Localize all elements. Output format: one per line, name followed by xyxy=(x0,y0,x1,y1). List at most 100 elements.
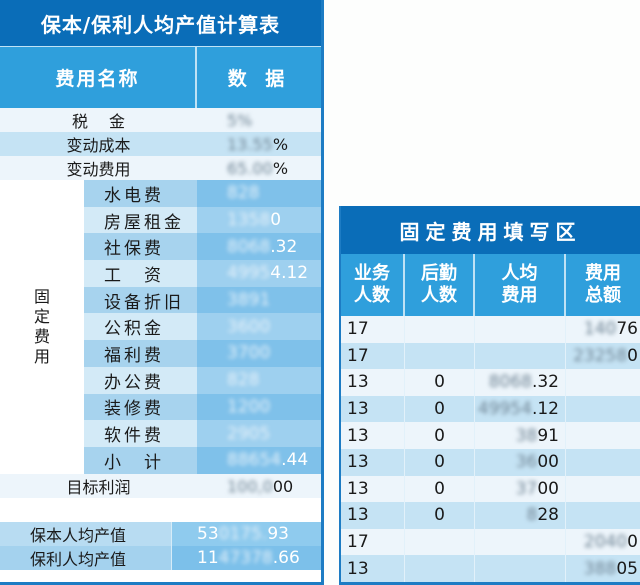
per-capita-cost-cell[interactable] xyxy=(475,316,566,343)
sales-staff-cell[interactable]: 13 xyxy=(341,475,405,503)
table-row: 13 388 05 xyxy=(341,555,640,582)
fixed-row-subtotal: 小 计 88654.44 xyxy=(84,446,321,474)
fixed-value[interactable]: 3700 xyxy=(197,340,321,367)
per-capita-cost-cell[interactable] xyxy=(475,555,566,582)
fixed-value[interactable]: 828 xyxy=(197,366,321,394)
table-row: 13 0 8 28 xyxy=(341,502,640,529)
total-cost-cell[interactable]: 140 76 xyxy=(583,319,638,340)
row-target-profit: 目标利润 100,000 xyxy=(0,474,321,498)
row-label: 税 金 xyxy=(71,112,126,131)
header-expense-name: 费用名称 xyxy=(0,47,197,108)
fixed-row-utilities: 水电费 828 xyxy=(84,180,321,207)
total-cost-cell[interactable] xyxy=(566,502,640,529)
per-capita-cost-cell[interactable] xyxy=(475,342,566,370)
table-row: 13 0 8068.32 xyxy=(341,369,640,396)
fixed-value[interactable]: 1358 0 xyxy=(197,206,321,234)
logistics-staff-cell[interactable]: 0 xyxy=(405,395,475,423)
logistics-staff-cell[interactable] xyxy=(405,342,475,370)
total-cost-cell[interactable] xyxy=(566,422,640,449)
row-profit-per-capita: 保利人均产值 11 47378.66 xyxy=(0,546,321,570)
table-row: 13 0 36 00 xyxy=(341,448,640,476)
row-value[interactable]: 13.55% xyxy=(227,134,289,154)
logistics-staff-cell[interactable]: 0 xyxy=(405,448,475,476)
fixed-subtotal-value: 88654.44 xyxy=(197,446,321,474)
fixed-row-renovation: 装修费 1200 xyxy=(84,393,321,421)
logistics-staff-cell[interactable]: 0 xyxy=(405,369,475,396)
fixed-value[interactable]: 8068.32 xyxy=(197,233,321,261)
header-logistics-staff: 后勤 人数 xyxy=(405,254,475,316)
fixed-value[interactable]: 3600 xyxy=(197,313,321,341)
row-breakeven-per-capita: 保本人均产值 53 0175. 93 xyxy=(0,522,321,546)
table-title: 固定费用填写区 xyxy=(341,206,640,254)
sales-staff-cell[interactable]: 17 xyxy=(341,316,405,343)
per-capita-cost-cell[interactable]: 36 00 xyxy=(475,448,566,476)
row-tax: 税 金 5% xyxy=(0,108,321,132)
per-capita-cost-cell[interactable]: 37 00 xyxy=(475,475,566,503)
spacer xyxy=(0,498,321,522)
fixed-value[interactable]: 2905 xyxy=(197,420,321,447)
sales-staff-cell[interactable]: 13 xyxy=(341,369,405,396)
per-capita-cost-cell[interactable]: 8 28 xyxy=(475,502,566,529)
fixed-expense-input-table: 固定费用填写区 业务 人数 后勤 人数 人均 费用 费用 总额 17 140 76 17 232… xyxy=(339,206,640,585)
fixed-value[interactable]: 1200 xyxy=(197,393,321,421)
fixed-value[interactable]: 4995 4.12 xyxy=(197,260,321,287)
row-variable-expense: 变动费用 65.00% xyxy=(0,156,321,180)
table-title: 保本/保利人均产值计算表 xyxy=(0,0,321,46)
per-capita-cost-cell[interactable]: 8068.32 xyxy=(475,369,566,396)
per-capita-cost-cell[interactable]: 49954.12 xyxy=(475,395,566,423)
logistics-staff-cell[interactable] xyxy=(405,316,475,343)
fixed-row-social-security: 社保费 8068.32 xyxy=(84,233,321,261)
total-cost-cell[interactable]: 23258 0 xyxy=(573,345,638,366)
total-cost-cell[interactable]: 388 05 xyxy=(583,558,638,579)
row-value[interactable]: 65.00% xyxy=(227,158,289,178)
breakeven-per-capita-value: 53 0175. 93 xyxy=(172,522,321,546)
total-cost-cell[interactable]: 2040 0 xyxy=(583,532,638,553)
breakeven-calculation-table: 保本/保利人均产值计算表 费用名称 数 据 税 金 5% 变动成本 13.55%… xyxy=(0,0,324,585)
total-cost-cell[interactable] xyxy=(566,396,640,423)
target-profit-value[interactable]: 100,000 xyxy=(227,476,294,496)
sales-staff-cell[interactable]: 17 xyxy=(341,528,405,556)
header-per-capita-cost: 人均 费用 xyxy=(475,254,566,316)
sales-staff-cell[interactable]: 17 xyxy=(341,342,405,370)
row-value[interactable]: 5% xyxy=(227,110,253,130)
logistics-staff-cell[interactable]: 0 xyxy=(405,502,475,529)
total-cost-cell[interactable] xyxy=(566,476,640,503)
row-label: 变动成本 xyxy=(66,136,131,155)
header-sales-staff: 业务 人数 xyxy=(341,254,405,316)
fixed-row-salary: 工 资 4995 4.12 xyxy=(84,260,321,287)
per-capita-cost-cell[interactable]: 38 91 xyxy=(475,422,566,449)
profit-per-capita-value: 11 47378.66 xyxy=(172,546,321,570)
table-row: 17 2040 0 xyxy=(341,528,640,556)
fixed-row-depreciation: 设备折旧 3891 xyxy=(84,286,321,314)
logistics-staff-cell[interactable] xyxy=(405,528,475,556)
table-row: 13 0 49954.12 xyxy=(341,395,640,423)
table-row: 17 23258 0 xyxy=(341,342,640,370)
fixed-expenses-label: 固 定 费 用 xyxy=(0,180,84,474)
table-header: 费用名称 数 据 xyxy=(0,46,321,108)
fixed-row-office: 办公费 828 xyxy=(84,366,321,394)
logistics-staff-cell[interactable]: 0 xyxy=(405,475,475,503)
logistics-staff-cell[interactable]: 0 xyxy=(405,422,475,449)
header-total-cost: 费用 总额 xyxy=(585,263,621,306)
sales-staff-cell[interactable]: 13 xyxy=(341,448,405,476)
row-label: 变动费用 xyxy=(66,160,131,179)
fixed-row-housing-fund: 公积金 3600 xyxy=(84,313,321,341)
fixed-value[interactable]: 828 xyxy=(197,180,321,207)
fixed-value[interactable]: 3891 xyxy=(197,286,321,314)
sales-staff-cell[interactable]: 13 xyxy=(341,502,405,529)
sales-staff-cell[interactable]: 13 xyxy=(341,555,405,582)
table-header: 业务 人数 后勤 人数 人均 费用 费用 总额 xyxy=(341,254,640,316)
sales-staff-cell[interactable]: 13 xyxy=(341,422,405,449)
total-cost-cell[interactable] xyxy=(566,369,640,396)
fixed-row-rent: 房屋租金 1358 0 xyxy=(84,206,321,234)
logistics-staff-cell[interactable] xyxy=(405,555,475,582)
fixed-row-software: 软件费 2905 xyxy=(84,420,321,447)
header-data: 数 据 xyxy=(227,68,291,90)
sales-staff-cell[interactable]: 13 xyxy=(341,395,405,423)
table-row: 13 0 38 91 xyxy=(341,422,640,449)
row-variable-cost: 变动成本 13.55% xyxy=(0,132,321,156)
total-cost-cell[interactable] xyxy=(566,449,640,476)
table-row: 13 0 37 00 xyxy=(341,475,640,503)
per-capita-cost-cell[interactable] xyxy=(475,528,566,556)
